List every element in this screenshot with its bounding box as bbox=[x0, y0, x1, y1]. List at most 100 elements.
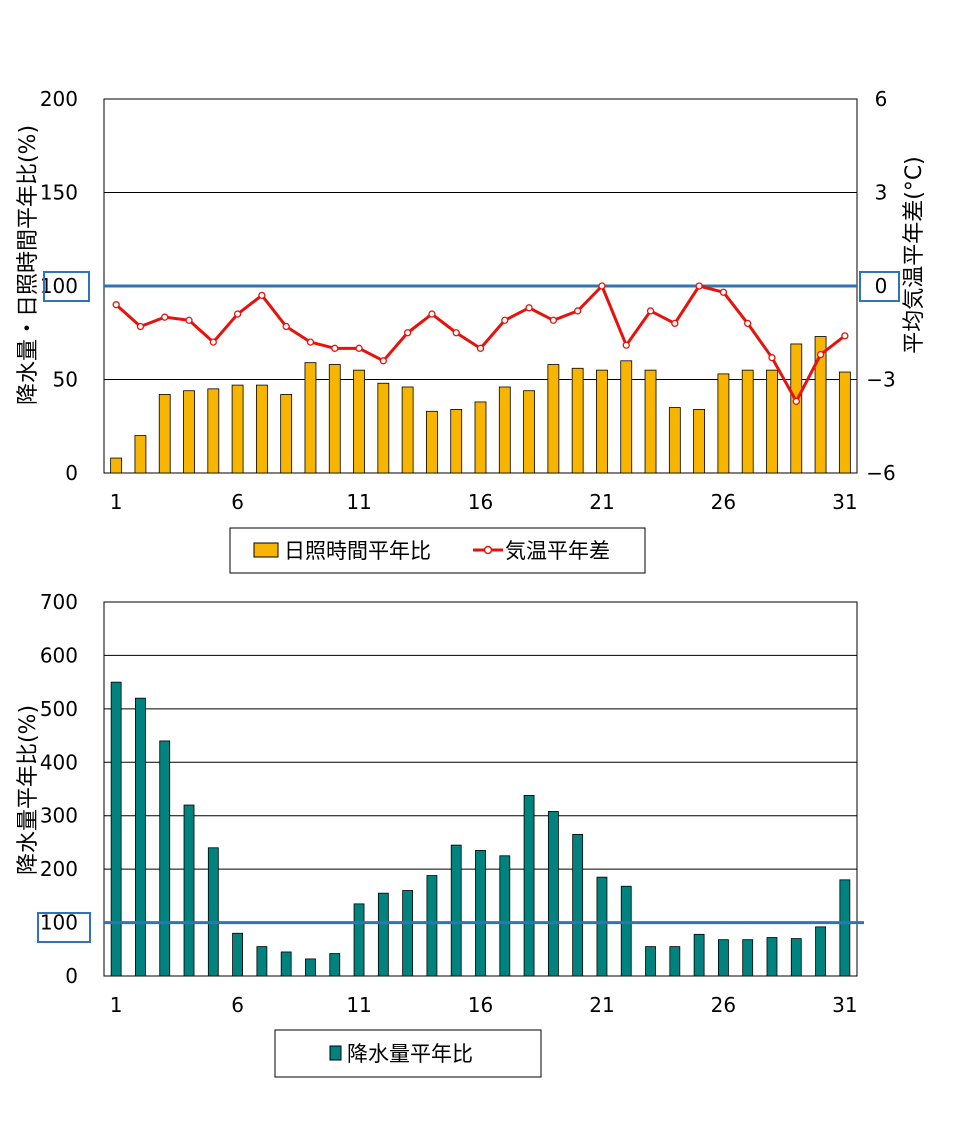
temperature-point bbox=[525, 304, 533, 312]
bar bbox=[255, 384, 268, 474]
bar bbox=[669, 946, 681, 977]
x-tick-label: 26 bbox=[711, 490, 736, 514]
bar bbox=[693, 409, 706, 474]
chart1-legend: 日照時間平年比 気温平年差 bbox=[229, 527, 646, 574]
x-tick-label: 31 bbox=[832, 490, 857, 514]
y-right-tick-label: −6 bbox=[866, 461, 895, 485]
bar bbox=[766, 937, 778, 977]
bar bbox=[693, 933, 705, 977]
bar bbox=[401, 386, 414, 474]
temperature-point bbox=[282, 322, 290, 331]
bar bbox=[402, 890, 414, 977]
y-tick-label: 100 bbox=[40, 911, 78, 935]
y-right-tick-label: 6 bbox=[875, 87, 888, 111]
temperature-point bbox=[331, 344, 339, 352]
x-tick-label: 11 bbox=[346, 490, 371, 514]
temperature-line bbox=[112, 282, 849, 405]
x-tick-label: 1 bbox=[110, 490, 123, 514]
sunshine-bars bbox=[110, 336, 851, 474]
bar bbox=[280, 394, 293, 474]
precipitation-bars bbox=[110, 681, 851, 977]
x-tick-label: 26 bbox=[711, 993, 736, 1017]
bar bbox=[742, 939, 754, 977]
y-tick-label: 50 bbox=[53, 368, 78, 392]
bar bbox=[110, 681, 122, 977]
bar bbox=[572, 834, 584, 977]
temperature-point bbox=[355, 344, 363, 352]
chart1-left-tick-labels: 0 50 100 150 200 bbox=[40, 87, 78, 485]
chart1-legend-frame bbox=[229, 527, 646, 574]
bar bbox=[475, 850, 486, 977]
bar bbox=[377, 382, 390, 474]
bar bbox=[134, 435, 147, 474]
bar bbox=[207, 847, 219, 977]
temperature-point bbox=[306, 338, 315, 346]
bar bbox=[256, 946, 268, 977]
bar bbox=[644, 369, 657, 474]
y-right-tick-label: 0 bbox=[875, 274, 888, 298]
temperature-point bbox=[233, 310, 242, 318]
temperature-point bbox=[112, 301, 120, 309]
temperature-point bbox=[136, 322, 145, 331]
temperature-point bbox=[452, 329, 460, 337]
bar bbox=[547, 811, 559, 977]
bar bbox=[159, 740, 171, 977]
bar bbox=[523, 795, 535, 977]
bar bbox=[280, 951, 292, 977]
bar bbox=[547, 364, 560, 474]
bar bbox=[450, 409, 463, 474]
bar bbox=[815, 926, 826, 977]
bar bbox=[596, 876, 608, 977]
bar bbox=[814, 336, 827, 474]
chart2-x-tick-labels: 1 6 11 16 21 26 31 bbox=[110, 993, 858, 1017]
bar bbox=[110, 457, 123, 474]
bar bbox=[790, 343, 803, 474]
bar bbox=[329, 953, 341, 977]
bar bbox=[183, 804, 195, 977]
bar bbox=[498, 386, 511, 474]
bar bbox=[232, 932, 243, 977]
chart2-legend-frame bbox=[274, 1029, 542, 1078]
temperature-point bbox=[768, 354, 776, 362]
temperature-point bbox=[161, 313, 169, 321]
temperature-point bbox=[209, 338, 217, 346]
temperature-point bbox=[719, 288, 728, 296]
bar bbox=[353, 903, 365, 977]
bar bbox=[620, 360, 633, 474]
bar bbox=[766, 369, 778, 474]
temperature-point bbox=[403, 329, 412, 337]
bar bbox=[158, 394, 171, 474]
bar bbox=[377, 892, 389, 977]
bar bbox=[305, 958, 316, 977]
bar bbox=[207, 388, 220, 474]
bar bbox=[353, 369, 365, 474]
bar bbox=[183, 390, 195, 474]
temperature-point bbox=[501, 316, 509, 324]
bar bbox=[523, 390, 535, 474]
temperature-point bbox=[598, 282, 606, 290]
bar bbox=[304, 362, 317, 474]
temperature-point bbox=[841, 332, 849, 340]
chart1-left-axis-title: 降水量・日照時間平年比(%) bbox=[16, 125, 41, 405]
bar bbox=[135, 697, 146, 977]
legend-swatch-sunshine bbox=[253, 542, 279, 558]
chart2-highlight-box-100 bbox=[37, 912, 91, 943]
y-tick-label: 600 bbox=[40, 643, 78, 667]
temperature-point bbox=[258, 291, 266, 300]
bar bbox=[645, 946, 656, 977]
chart1-highlight-box-0 bbox=[859, 271, 900, 302]
x-tick-label: 6 bbox=[231, 490, 244, 514]
x-tick-label: 21 bbox=[589, 490, 614, 514]
y-right-tick-label: 3 bbox=[875, 181, 888, 205]
bar bbox=[620, 885, 632, 977]
y-tick-label: 700 bbox=[40, 590, 78, 614]
x-tick-label: 21 bbox=[589, 993, 614, 1017]
temperature-point bbox=[792, 397, 800, 405]
temperature-point bbox=[622, 341, 630, 349]
x-tick-label: 6 bbox=[231, 993, 244, 1017]
y-tick-label: 300 bbox=[40, 804, 78, 828]
y-tick-label: 500 bbox=[40, 697, 78, 721]
